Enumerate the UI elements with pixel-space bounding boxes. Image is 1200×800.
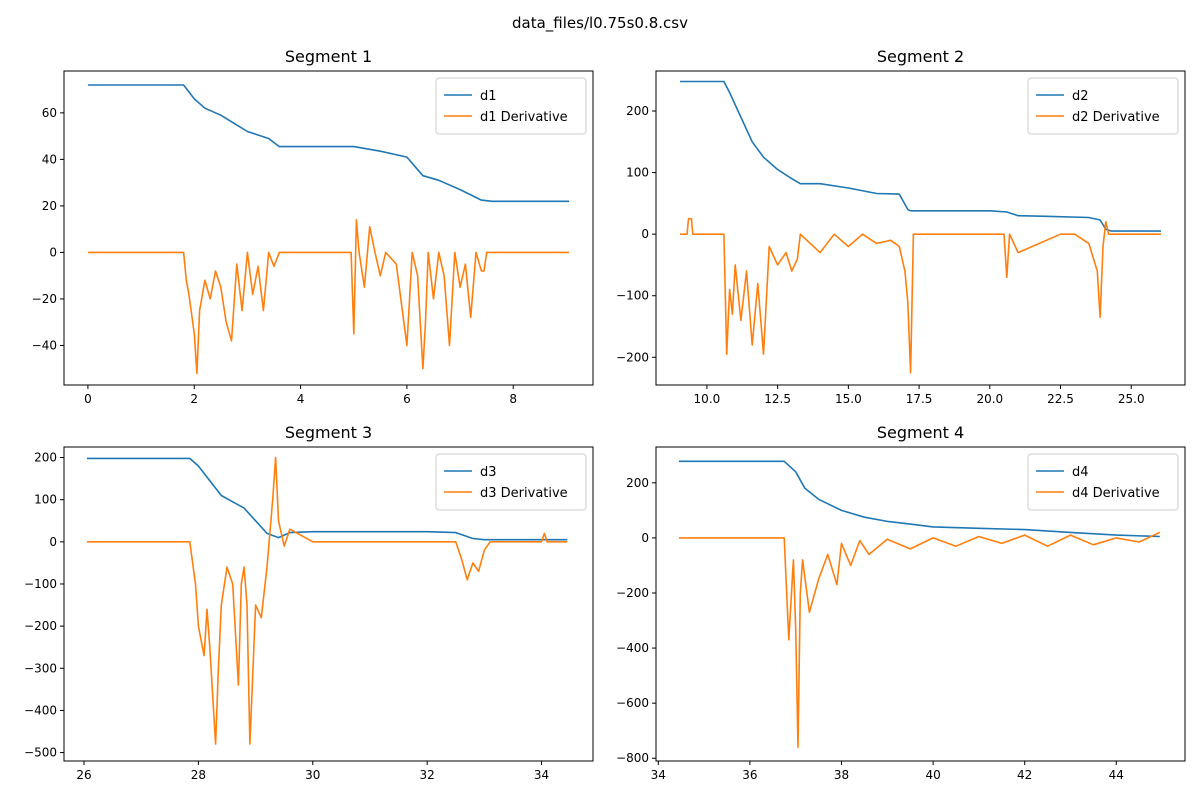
axes-frame: [655, 70, 1186, 386]
legend-label: d4 Derivative: [1072, 486, 1160, 501]
y-tick-label: 0: [49, 245, 57, 259]
x-tick-label: 0: [84, 392, 92, 406]
axes-frame: [655, 446, 1186, 762]
series-line-derivative: [680, 218, 1161, 374]
x-tick-label: 6: [403, 392, 411, 406]
y-tick-label: 40: [42, 152, 57, 166]
x-tick-label: 38: [834, 768, 849, 782]
y-tick-label: 100: [626, 166, 649, 180]
y-tick-label: 60: [42, 106, 57, 120]
subplot-title: Segment 3: [285, 423, 372, 442]
y-tick-label: −800: [616, 751, 649, 765]
figure-title: data_files/l0.75s0.8.csv: [512, 14, 688, 32]
subplot-2: Segment 2 10.0 12.5 15.0 17.5 20.0 22.5 25.0 −20…: [616, 47, 1186, 406]
x-tick-label: 30: [305, 768, 320, 782]
subplot-4: Segment 4 34 36 38 40 42 44 −800 −600 −400 −200 0 20…: [616, 423, 1186, 782]
x-tick-label: 2: [190, 392, 198, 406]
y-tick-label: −600: [616, 696, 649, 710]
legend: d3 d3 Derivative: [435, 453, 587, 511]
x-tick-label: 28: [191, 768, 206, 782]
legend-label: d2: [1072, 89, 1089, 104]
legend-box: [1027, 77, 1179, 135]
legend-label: d1 Derivative: [480, 110, 568, 125]
x-tick-label: 32: [420, 768, 435, 782]
legend-label: d1: [480, 89, 497, 104]
axes-frame: [63, 446, 594, 762]
x-tick-label: 36: [742, 768, 757, 782]
y-tick-label: −20: [32, 292, 57, 306]
y-tick-label: −200: [616, 350, 649, 364]
y-tick-label: 0: [49, 535, 57, 549]
subplot-title: Segment 4: [877, 423, 964, 442]
legend-box: [435, 453, 587, 511]
x-tick-label: 34: [534, 768, 549, 782]
series-line-derivative: [678, 531, 1161, 749]
x-tick-label: 25.0: [1118, 392, 1145, 406]
x-tick-label: 42: [1017, 768, 1032, 782]
y-tick-label: 200: [34, 451, 57, 465]
y-tick-label: 0: [641, 227, 649, 241]
series-line-value: [678, 460, 1160, 538]
y-tick-label: 20: [42, 199, 57, 213]
y-tick-label: 200: [626, 476, 649, 490]
y-tick-label: −400: [24, 703, 57, 717]
x-tick-label: 40: [925, 768, 940, 782]
x-tick-label: 17.5: [906, 392, 933, 406]
series-line-value: [680, 80, 1161, 232]
y-tick-label: 100: [34, 493, 57, 507]
legend-label: d3 Derivative: [480, 486, 568, 501]
x-tick-label: 10.0: [694, 392, 721, 406]
y-tick-label: −200: [616, 586, 649, 600]
y-tick-label: −400: [616, 641, 649, 655]
y-tick-label: −100: [616, 289, 649, 303]
y-tick-label: −200: [24, 619, 57, 633]
legend-box: [1027, 453, 1179, 511]
legend-label: d3: [480, 465, 497, 480]
y-tick-label: −300: [24, 661, 57, 675]
x-tick-label: 12.5: [764, 392, 791, 406]
legend: d2 d2 Derivative: [1027, 77, 1179, 135]
x-tick-label: 20.0: [976, 392, 1003, 406]
series-line-derivative: [87, 219, 570, 375]
series-line-value: [86, 457, 568, 541]
y-tick-label: 0: [641, 531, 649, 545]
x-tick-label: 44: [1109, 768, 1124, 782]
legend-label: d4: [1072, 465, 1089, 480]
series-line-derivative: [86, 456, 568, 745]
axes-frame: [63, 70, 594, 386]
y-tick-label: −100: [24, 577, 57, 591]
subplot-3: Segment 3 26 28 30 32 34 −500 −400 −300 −200 −100 0…: [24, 423, 594, 782]
y-tick-label: −40: [32, 338, 57, 352]
series-line-value: [87, 84, 570, 203]
x-tick-label: 8: [509, 392, 517, 406]
legend-box: [435, 77, 587, 135]
x-tick-label: 22.5: [1047, 392, 1074, 406]
y-tick-label: −500: [24, 746, 57, 760]
subplot-1: Segment 1 0 2 4 6 8 −40 −20 0 20 40 60 d1 d1 Derivati…: [32, 47, 594, 406]
legend: d1 d1 Derivative: [435, 77, 587, 135]
subplot-title: Segment 1: [285, 47, 372, 66]
subplot-title: Segment 2: [877, 47, 964, 66]
x-tick-label: 15.0: [835, 392, 862, 406]
x-tick-label: 26: [76, 768, 91, 782]
x-tick-label: 34: [651, 768, 666, 782]
x-tick-label: 4: [297, 392, 305, 406]
y-tick-label: 200: [626, 104, 649, 118]
legend-label: d2 Derivative: [1072, 110, 1160, 125]
legend: d4 d4 Derivative: [1027, 453, 1179, 511]
